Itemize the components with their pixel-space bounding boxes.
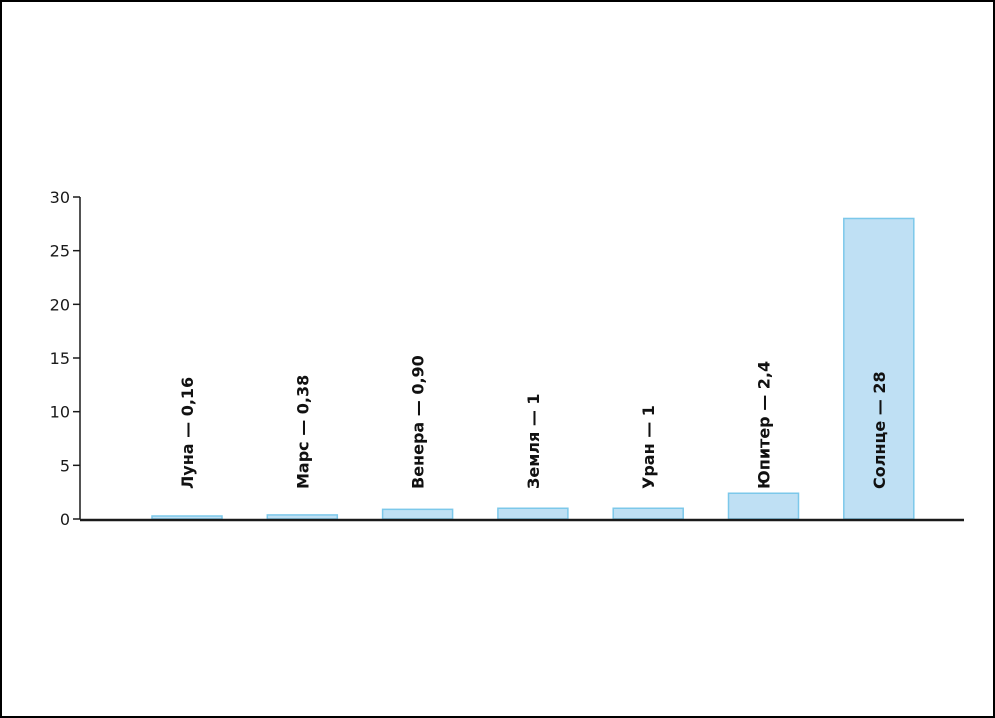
bar-5 <box>612 507 684 520</box>
bar-label: Луна — 0,16 <box>178 377 197 489</box>
bar-label: Уран — 1 <box>639 405 658 489</box>
bar-1 <box>151 515 223 520</box>
y-tick-label: 5 <box>60 456 70 475</box>
bar-label: Земля — 1 <box>524 393 543 489</box>
bar-label: Солнце — 28 <box>870 371 889 489</box>
bars: Луна — 0,16 Марс — 0,38 Венера — 0,90 Земля… <box>151 217 915 520</box>
bar-4 <box>497 507 569 520</box>
y-tick-label: 30 <box>50 188 70 207</box>
y-tick-label: 25 <box>50 242 70 261</box>
y-axis: 0 5 10 15 20 25 30 <box>50 188 81 529</box>
y-tick-label: 10 <box>50 403 70 422</box>
bar-label: Юпитер — 2,4 <box>755 361 774 489</box>
bar-3 <box>381 508 454 520</box>
y-tick-label: 15 <box>50 349 70 368</box>
y-tick-label: 0 <box>60 510 70 529</box>
y-tick-label: 20 <box>50 295 70 314</box>
bar-6 <box>727 492 800 520</box>
bar-2 <box>266 514 339 520</box>
bar-label: Венера — 0,90 <box>409 355 428 489</box>
bar-label: Марс — 0,38 <box>293 375 312 489</box>
bar-7 <box>843 217 915 520</box>
